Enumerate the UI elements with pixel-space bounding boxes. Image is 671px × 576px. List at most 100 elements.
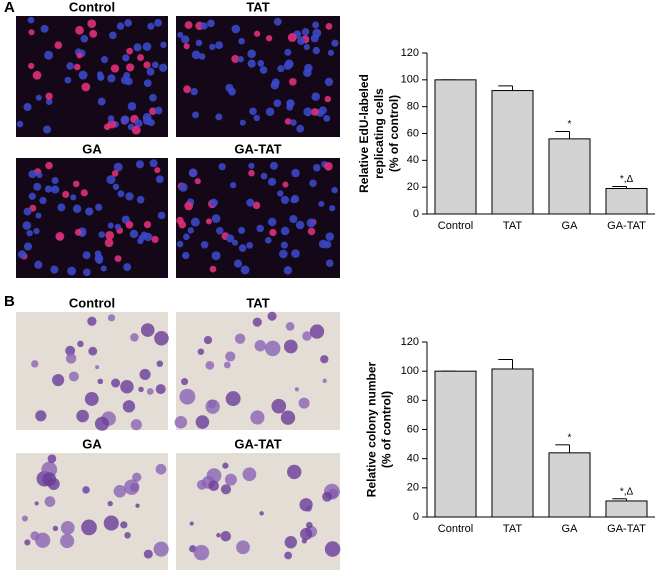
cell bbox=[301, 28, 310, 36]
cell bbox=[209, 198, 218, 207]
cell bbox=[143, 220, 152, 229]
cell bbox=[95, 365, 100, 370]
cell bbox=[297, 36, 306, 45]
cell bbox=[320, 355, 329, 364]
cell bbox=[122, 400, 136, 413]
cell bbox=[107, 314, 116, 322]
cell bbox=[306, 521, 313, 529]
image-caption: GA bbox=[82, 141, 102, 156]
y-tick-label: 40 bbox=[407, 154, 419, 166]
cell bbox=[238, 244, 247, 252]
cell bbox=[289, 77, 297, 86]
cell bbox=[60, 533, 75, 549]
cell bbox=[135, 503, 140, 508]
cell bbox=[143, 232, 153, 242]
cell bbox=[291, 168, 300, 178]
cell bbox=[224, 473, 237, 486]
y-axis-label: Relative colony number bbox=[365, 361, 379, 497]
cell bbox=[303, 107, 313, 117]
cell bbox=[112, 183, 120, 191]
cell bbox=[78, 70, 88, 80]
cell bbox=[129, 229, 139, 239]
cell bbox=[151, 235, 159, 244]
cell bbox=[33, 227, 40, 235]
cell bbox=[154, 167, 161, 174]
cell bbox=[44, 50, 54, 60]
cell bbox=[228, 87, 236, 96]
cell bbox=[231, 24, 241, 34]
cell bbox=[35, 94, 42, 101]
cell bbox=[206, 468, 222, 484]
x-tick-label: GA-TAT bbox=[607, 220, 646, 232]
cell bbox=[124, 532, 131, 539]
cell bbox=[286, 103, 294, 111]
cell bbox=[114, 223, 121, 230]
cell bbox=[290, 119, 297, 126]
cell bbox=[28, 192, 36, 200]
cell bbox=[284, 536, 298, 549]
cell bbox=[31, 360, 39, 368]
cell bbox=[27, 16, 35, 24]
cell bbox=[60, 521, 75, 535]
cell bbox=[192, 111, 199, 119]
cell bbox=[195, 415, 210, 429]
cell bbox=[98, 231, 106, 238]
cell bbox=[35, 532, 51, 548]
cell bbox=[87, 316, 97, 326]
cell bbox=[220, 530, 231, 542]
y-tick-label: 120 bbox=[401, 336, 419, 348]
cell bbox=[73, 63, 81, 71]
cell bbox=[113, 485, 127, 498]
cell bbox=[323, 114, 331, 122]
cell bbox=[267, 177, 277, 186]
cell bbox=[208, 480, 220, 492]
cell bbox=[82, 251, 91, 260]
image-caption: Control bbox=[69, 295, 115, 310]
cell bbox=[307, 227, 316, 236]
cell bbox=[147, 22, 155, 30]
cell bbox=[106, 175, 116, 185]
cell bbox=[246, 241, 254, 249]
cell bbox=[200, 240, 209, 249]
cell bbox=[54, 41, 63, 50]
image-caption: GA-TAT bbox=[234, 141, 281, 156]
cell bbox=[47, 454, 57, 464]
cell bbox=[215, 41, 224, 50]
cell bbox=[64, 76, 72, 84]
cell bbox=[107, 222, 114, 229]
cell bbox=[280, 241, 288, 249]
cell bbox=[51, 177, 59, 185]
cell bbox=[55, 231, 65, 241]
cell bbox=[309, 324, 325, 339]
cell bbox=[325, 232, 335, 241]
cell bbox=[157, 211, 166, 220]
cell bbox=[124, 77, 133, 86]
cell bbox=[111, 170, 119, 177]
cell bbox=[104, 238, 114, 248]
x-tick-label: GA bbox=[562, 220, 579, 232]
cell bbox=[117, 190, 125, 198]
cell bbox=[188, 168, 198, 178]
cell bbox=[311, 108, 319, 116]
cell bbox=[124, 19, 132, 27]
cell bbox=[183, 233, 190, 241]
cell bbox=[65, 345, 76, 356]
cell bbox=[265, 35, 273, 42]
cell bbox=[97, 378, 104, 385]
cell bbox=[151, 61, 159, 69]
bar-annotation: * bbox=[568, 119, 572, 130]
x-tick-label: Control bbox=[438, 220, 473, 232]
cell bbox=[250, 410, 265, 425]
cell bbox=[107, 74, 116, 83]
cell bbox=[52, 374, 65, 387]
cell bbox=[127, 102, 137, 111]
cell bbox=[259, 511, 264, 516]
cell bbox=[155, 384, 166, 395]
cell bbox=[34, 260, 43, 269]
cell bbox=[309, 179, 317, 188]
cell bbox=[81, 519, 97, 536]
cell bbox=[322, 378, 327, 383]
cell bbox=[193, 544, 210, 561]
cell bbox=[126, 63, 135, 72]
cell bbox=[174, 416, 188, 429]
